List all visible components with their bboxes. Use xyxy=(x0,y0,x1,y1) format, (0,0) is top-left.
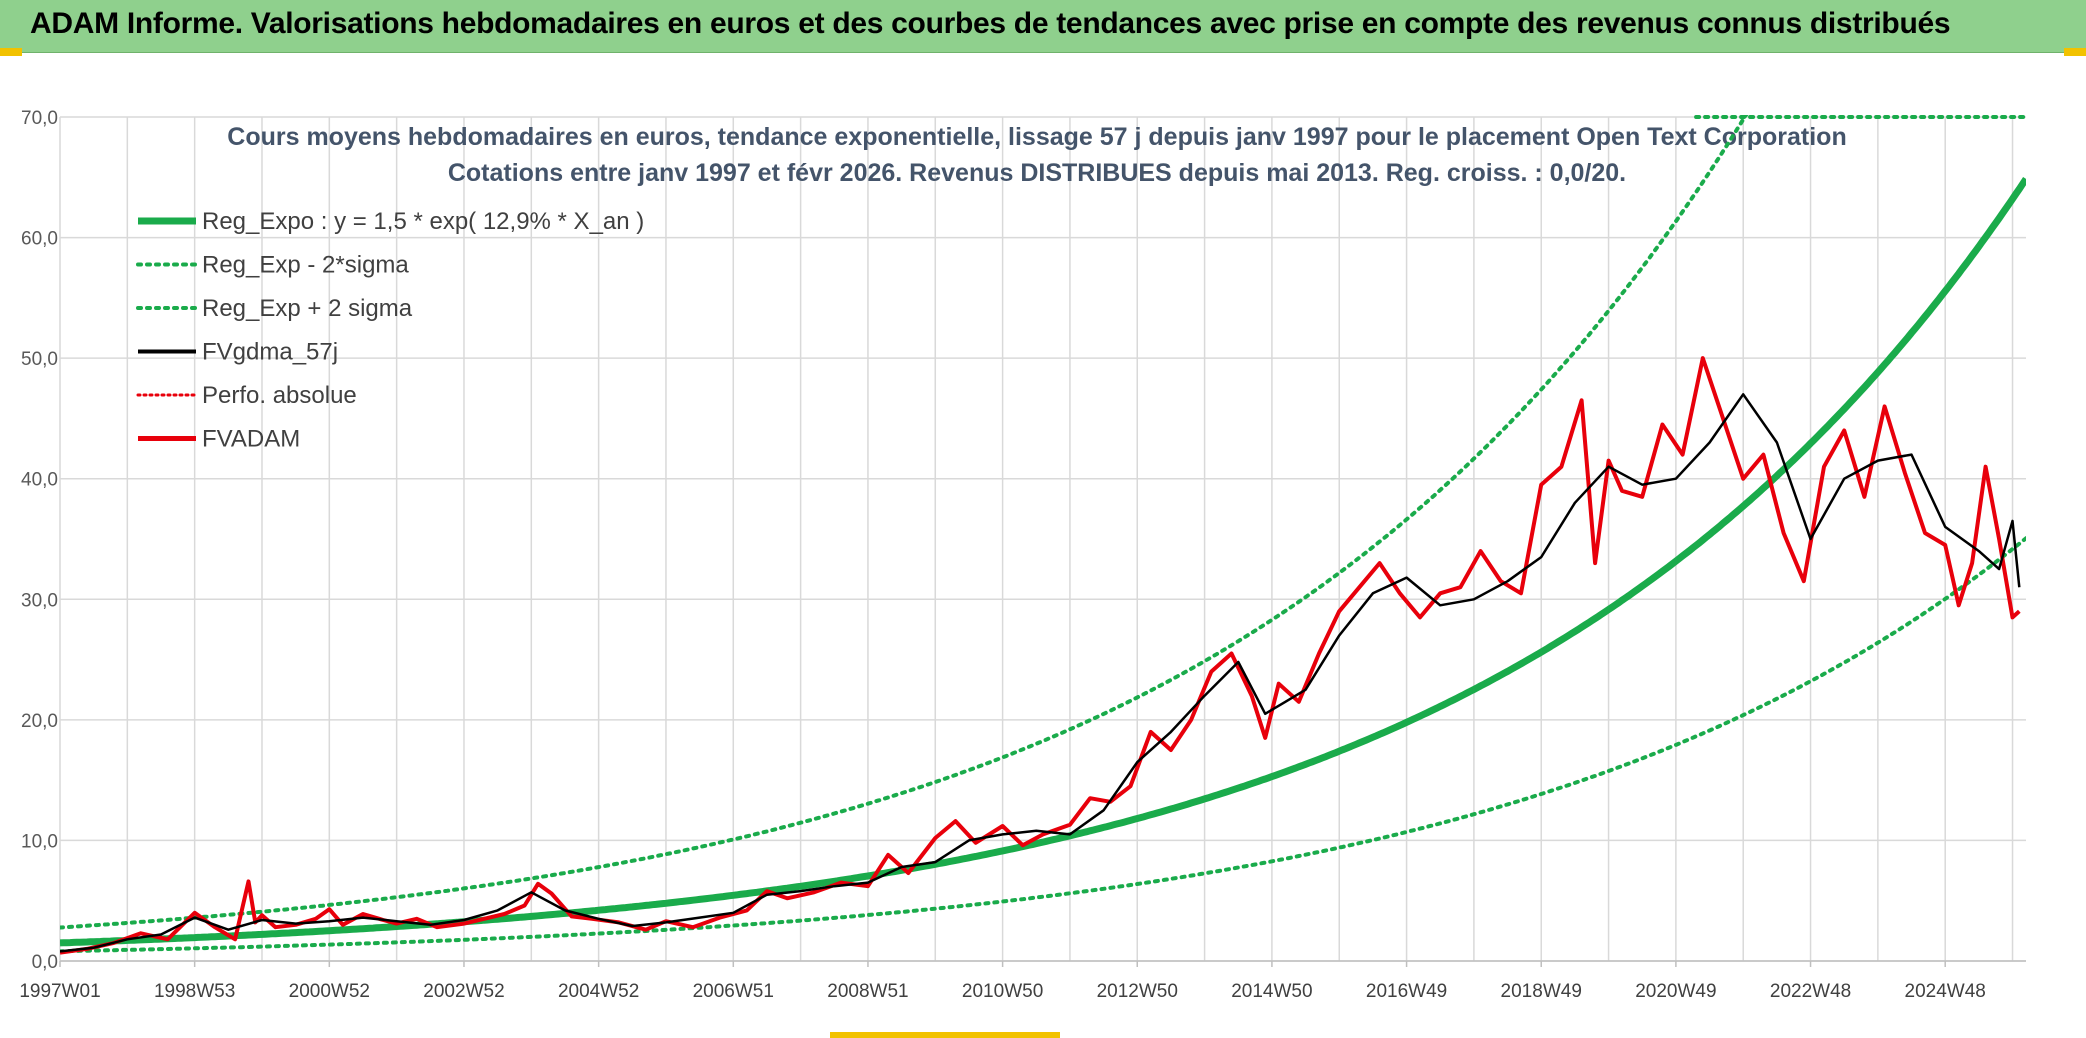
legend-label: Perfo. absolue xyxy=(202,382,357,409)
legend-label: FVgdma_57j xyxy=(202,339,338,366)
y-tick-label: 20,0 xyxy=(21,711,58,732)
trend-line xyxy=(60,176,2026,947)
legend-label: Reg_Exp - 2*sigma xyxy=(202,252,409,279)
x-tick-label: 2016W49 xyxy=(1366,981,1447,1002)
x-tick-label: 2012W50 xyxy=(1097,981,1178,1002)
x-tick-label: 2002W52 xyxy=(423,981,504,1002)
upper-band-line xyxy=(60,115,1749,930)
corner-accent-right xyxy=(2064,48,2086,56)
fvadam-line xyxy=(60,356,2021,955)
report-banner: ADAM Informe. Valorisations hebdomadaire… xyxy=(0,0,2086,53)
lower-band-line xyxy=(60,536,2026,954)
x-tick-label: 2020W49 xyxy=(1635,981,1716,1002)
y-tick-label: 10,0 xyxy=(21,831,58,852)
plot-area xyxy=(60,115,2026,955)
bottom-accent xyxy=(830,1032,1060,1038)
x-tick-label: 2014W50 xyxy=(1231,981,1312,1002)
chart-title: Cours moyens hebdomadaires en euros, ten… xyxy=(227,123,1846,151)
trend-chart: 0,0 10,0 20,0 30,0 40,0 50,0 60,0 70,0 1997W01 19… xyxy=(19,108,2028,1002)
x-tick-label: 1998W53 xyxy=(154,981,235,1002)
x-tick-label: 2004W52 xyxy=(558,981,639,1002)
y-tick-label: 40,0 xyxy=(21,470,58,491)
y-tick-label: 0,0 xyxy=(32,952,58,973)
x-tick-label: 2000W52 xyxy=(289,981,370,1002)
corner-accent-left xyxy=(0,48,22,56)
x-tick-label: 2010W50 xyxy=(962,981,1043,1002)
chart-subtitle: Cotations entre janv 1997 et févr 2026. … xyxy=(448,159,1626,187)
x-tick-label: 1997W01 xyxy=(19,981,100,1002)
y-tick-label: 60,0 xyxy=(21,229,58,250)
y-tick-label: 30,0 xyxy=(21,590,58,611)
report-title: ADAM Informe. Valorisations hebdomadaire… xyxy=(30,7,1951,40)
x-tick-label: 2018W49 xyxy=(1501,981,1582,1002)
x-tick-label: 2024W48 xyxy=(1905,981,1986,1002)
legend-label: Reg_Expo : y = 1,5 * exp( 12,9% * X_an ) xyxy=(202,208,644,235)
y-tick-label: 50,0 xyxy=(21,349,58,370)
y-tick-label: 70,0 xyxy=(21,108,58,129)
fvgdma-line xyxy=(60,393,2021,953)
x-tick-label: 2008W51 xyxy=(827,981,908,1002)
x-tick-label: 2022W48 xyxy=(1770,981,1851,1002)
legend-label: FVADAM xyxy=(202,426,300,453)
x-tick-label: 2006W51 xyxy=(693,981,774,1002)
legend-label: Reg_Exp + 2 sigma xyxy=(202,295,413,322)
